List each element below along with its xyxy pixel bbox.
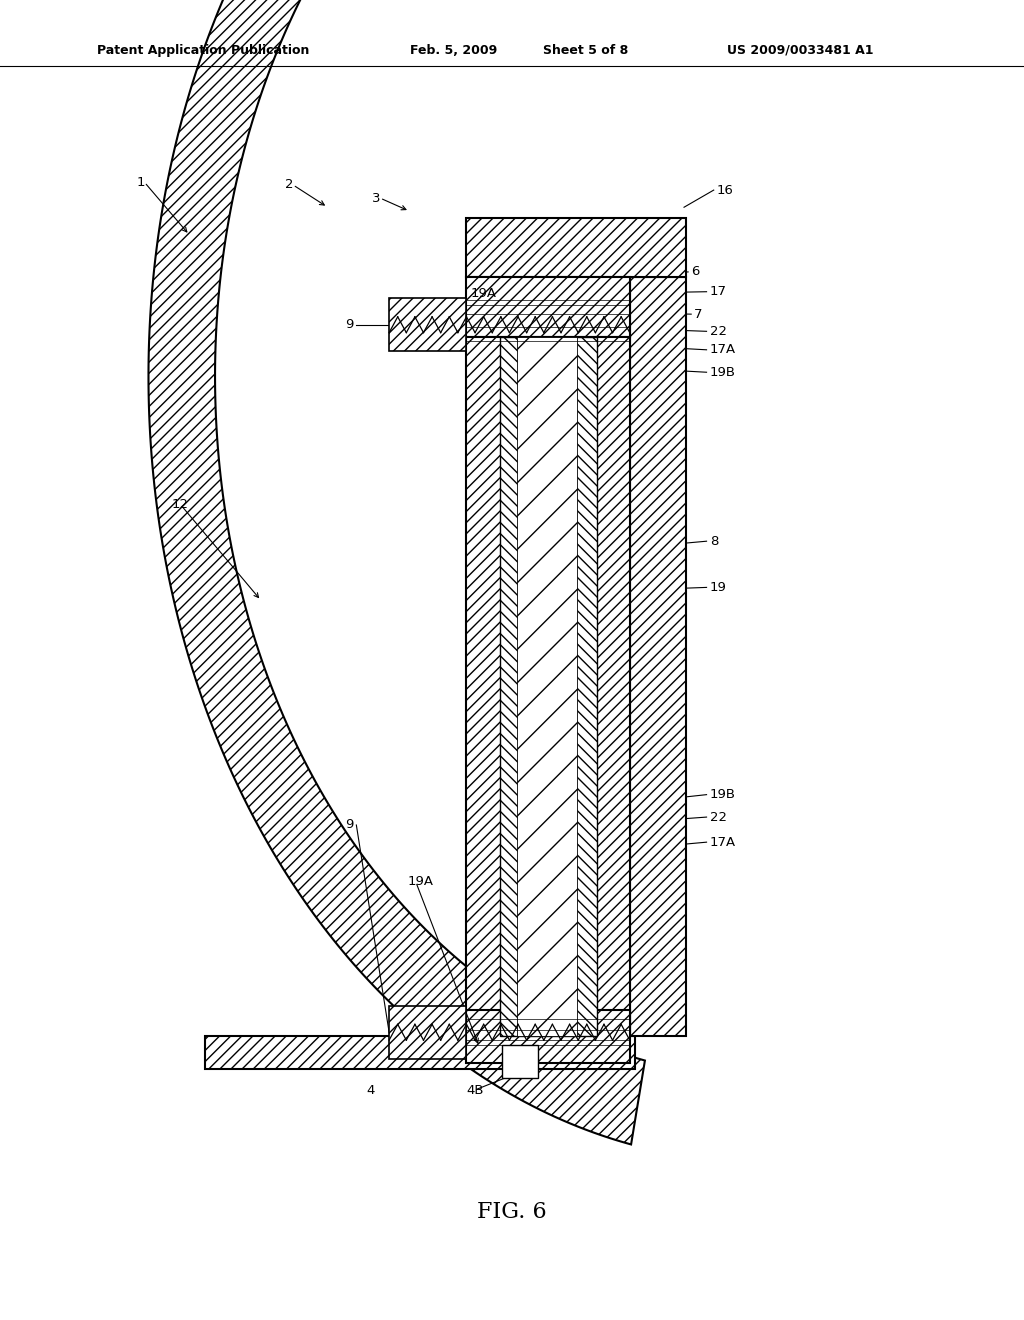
Text: 4B: 4B [466, 1084, 483, 1097]
Bar [389, 1006, 466, 1059]
Bar [466, 337, 630, 1036]
Text: 2: 2 [285, 178, 293, 191]
Text: 19: 19 [710, 581, 726, 594]
Text: 17: 17 [710, 285, 727, 298]
Text: 19B: 19B [710, 788, 735, 801]
Text: Sheet 5 of 8: Sheet 5 of 8 [543, 44, 628, 57]
Text: Feb. 5, 2009: Feb. 5, 2009 [410, 44, 497, 57]
Text: 8: 8 [710, 535, 718, 548]
Text: 6: 6 [691, 265, 699, 279]
Bar [389, 298, 466, 351]
Text: 17A: 17A [710, 836, 736, 849]
Text: Patent Application Publication: Patent Application Publication [97, 44, 309, 57]
Bar [466, 218, 686, 277]
Text: 4: 4 [367, 1084, 375, 1097]
Text: 19A: 19A [408, 875, 433, 888]
Bar [466, 1010, 630, 1063]
Bar [466, 277, 630, 337]
Text: 9: 9 [345, 318, 353, 331]
Text: 3: 3 [372, 191, 380, 205]
Text: US 2009/0033481 A1: US 2009/0033481 A1 [727, 44, 873, 57]
Text: 17A: 17A [710, 343, 736, 356]
Bar [205, 1036, 635, 1069]
Bar [630, 277, 686, 1036]
Text: 7: 7 [694, 308, 702, 321]
Bar [500, 337, 597, 1036]
Polygon shape [148, 0, 645, 1144]
Bar [502, 1045, 538, 1078]
Text: FIG. 6: FIG. 6 [477, 1201, 547, 1222]
Text: 19A: 19A [471, 286, 497, 300]
Text: 9: 9 [345, 818, 353, 832]
Text: 1: 1 [136, 176, 144, 189]
Text: 16: 16 [717, 183, 733, 197]
Text: 22: 22 [710, 325, 727, 338]
Text: 19B: 19B [710, 366, 735, 379]
Bar [517, 337, 577, 1036]
Text: 22: 22 [710, 810, 727, 824]
Text: 12: 12 [172, 498, 189, 511]
